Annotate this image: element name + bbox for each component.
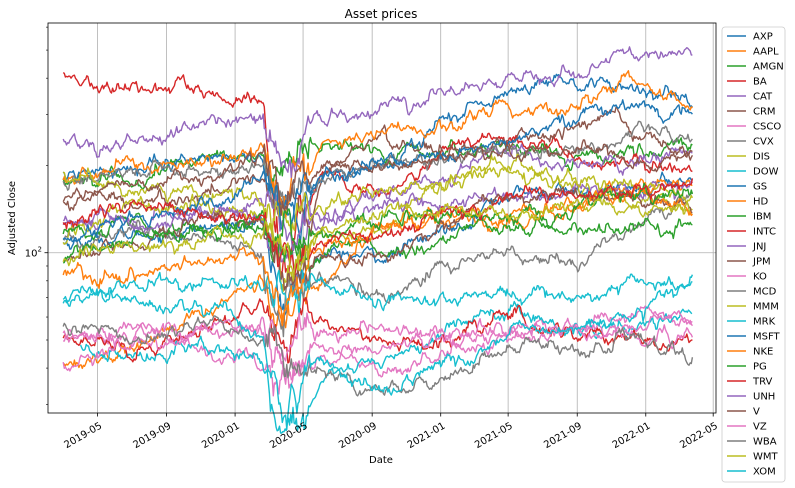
legend-label-msft: MSFT [753, 332, 781, 343]
legend: AXP AAPL AMGN BA CAT CRM CSCO CVX DIS DOW GS HD IBM I… [721, 26, 786, 483]
x-tick-label: 2021-01 [406, 421, 448, 451]
legend-label-v: V [753, 407, 760, 418]
x-tick-label: 2020-05 [268, 421, 310, 451]
legend-label-trv: TRV [752, 377, 773, 388]
legend-label-unh: UNH [753, 392, 775, 403]
legend-label-nke: NKE [753, 347, 773, 358]
legend-label-hd: HD [753, 197, 769, 208]
legend-label-gs: GS [753, 182, 767, 193]
series-line-csco [63, 305, 693, 397]
legend-label-csco: CSCO [753, 122, 781, 133]
y-tick-label: 102 [25, 246, 42, 260]
legend-label-dow: DOW [753, 167, 779, 178]
series-line-wmt [62, 194, 694, 280]
series-line-msft [62, 99, 693, 243]
series-line-xom [62, 274, 694, 431]
x-tick-label: 2020-01 [200, 421, 242, 451]
legend-label-amgn: AMGN [753, 62, 784, 73]
legend-label-cvx: CVX [753, 137, 774, 148]
y-axis-ticks: 102 [25, 26, 48, 405]
series-line-mrk [62, 269, 693, 317]
series-line-cat [62, 143, 693, 284]
series-line-hd [62, 70, 693, 219]
series-line-mmm [62, 153, 693, 236]
legend-label-xom: XOM [753, 467, 776, 478]
legend-label-wba: WBA [753, 437, 777, 448]
legend-label-vz: VZ [753, 422, 767, 433]
legend-label-jnj: JNJ [752, 242, 766, 253]
series-line-v [63, 139, 694, 216]
legend-label-cat: CAT [753, 92, 773, 103]
series-line-jnj [62, 180, 694, 252]
legend-label-dis: DIS [753, 152, 770, 163]
legend-label-jpm: JPM [752, 257, 771, 268]
legend-label-axp: AXP [753, 32, 773, 43]
axes-border [47, 22, 717, 414]
legend-label-ba: BA [753, 77, 767, 88]
series-line-pg [62, 182, 694, 265]
series-line-vz [62, 312, 694, 362]
legend-label-ko: KO [753, 272, 767, 283]
series-line-unh [62, 46, 693, 178]
x-tick-label: 2021-09 [542, 421, 584, 451]
x-axis-ticks: 2019-05 2019-09 2020-01 2020-05 2020-09 2021-… [62, 413, 720, 451]
legend-label-mrk: MRK [753, 317, 776, 328]
series-line-cvx [62, 191, 693, 338]
x-axis-label: Date [369, 455, 393, 466]
legend-label-wmt: WMT [753, 452, 779, 463]
legend-label-aapl: AAPL [753, 47, 779, 58]
legend-label-intc: INTC [753, 227, 776, 238]
legend-label-ibm: IBM [753, 212, 771, 223]
axes-frame [47, 22, 717, 414]
x-tick-label: 2020-09 [337, 421, 379, 451]
series-line-amgn [62, 136, 693, 192]
series-line-ko [62, 310, 693, 385]
legend-label-pg: PG [753, 362, 767, 373]
x-tick-label: 2019-05 [62, 421, 104, 451]
x-tick-label: 2022-05 [678, 421, 720, 451]
series-lines [62, 46, 694, 434]
series-line-dis [62, 165, 693, 292]
series-line-trv [62, 178, 694, 276]
legend-label-crm: CRM [753, 107, 776, 118]
y-axis-label: Adjusted Close [7, 181, 18, 255]
legend-label-mmm: MMM [753, 302, 779, 313]
x-tick-label: 2022-01 [611, 421, 653, 451]
x-tick-label: 2019-09 [132, 421, 174, 451]
legend-label-mcd: MCD [753, 287, 777, 298]
x-tick-label: 2021-05 [473, 421, 515, 451]
chart-title: Asset prices [345, 7, 418, 21]
